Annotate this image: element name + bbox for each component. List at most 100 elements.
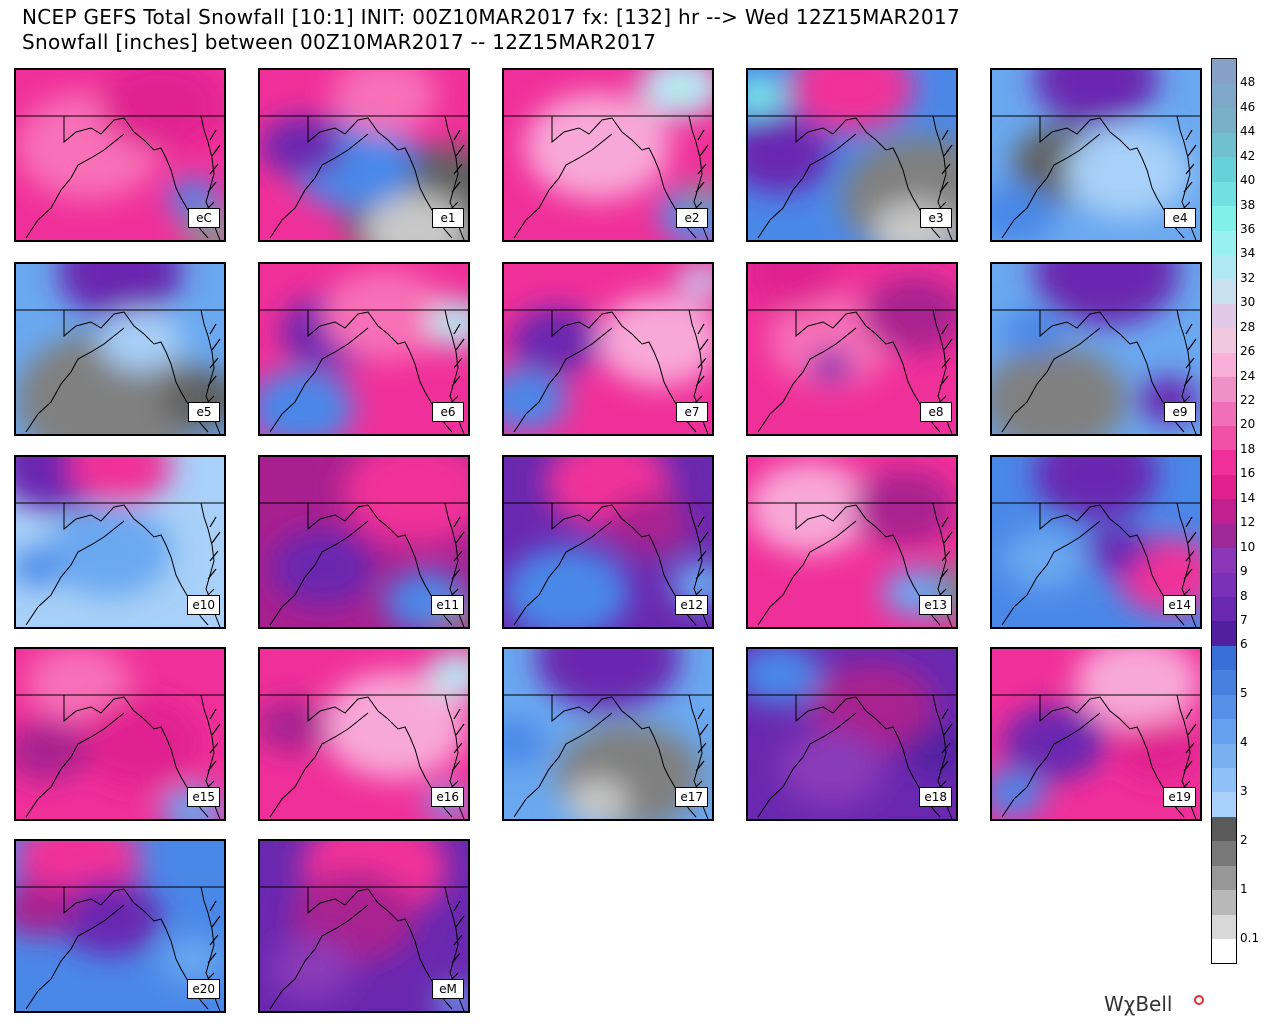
colorbar-segment (1212, 791, 1236, 817)
snowfall-contour (748, 116, 832, 194)
colorbar-segment (1212, 767, 1236, 793)
ensemble-panel-e19: e19 (990, 647, 1202, 821)
snowfall-contour (504, 369, 567, 431)
colorbar-tick-label: 4 (1240, 735, 1248, 750)
state-boundary-line (693, 323, 709, 405)
colorbar-segment (1212, 205, 1236, 231)
snowfall-contour (608, 494, 692, 556)
state-boundary-line (757, 520, 857, 626)
snowfall-contour (26, 649, 131, 722)
colorbar-tick-label: 16 (1240, 466, 1256, 481)
state-boundary-line (25, 520, 125, 626)
snowfall-contour (426, 651, 468, 698)
state-boundary-line (513, 520, 613, 626)
snowfall-contour (748, 649, 821, 706)
state-boundary-line (693, 516, 709, 598)
ensemble-member-label: e16 (431, 787, 464, 807)
ensemble-panel-e20: e20 (14, 839, 226, 1013)
snowfall-contour (504, 547, 629, 627)
snowfall-contour (343, 457, 468, 545)
colorbar-tick-label: 0.1 (1240, 930, 1260, 945)
state-boundary-line (513, 327, 613, 433)
colorbar-tick-label: 26 (1240, 344, 1256, 359)
colorbar-segment (1212, 547, 1236, 573)
ensemble-panel-e10: e10 (14, 455, 226, 629)
colorbar-segment (1212, 449, 1236, 475)
colorbar-segment (1212, 694, 1236, 720)
ensemble-member-label: eM (432, 979, 464, 999)
state-boundary-line (205, 516, 221, 598)
snowfall-map (504, 70, 712, 240)
snowfall-contour (1033, 70, 1159, 125)
ensemble-member-label: e20 (187, 979, 220, 999)
colorbar-segment (1212, 474, 1236, 500)
snowfall-contour (1064, 126, 1190, 218)
ensemble-panel-e2: e2 (502, 68, 714, 242)
snowfall-contour (47, 504, 172, 597)
state-boundary-line (449, 129, 465, 211)
snowfall-map (260, 264, 468, 434)
colorbar-tick-label: 9 (1240, 564, 1248, 579)
snowfall-contour (510, 306, 602, 375)
colorbar-segment (1212, 498, 1236, 524)
colorbar-tick-label: 3 (1240, 783, 1248, 798)
colorbar-segment (1212, 938, 1236, 964)
colorbar-tick-label: 22 (1240, 393, 1256, 408)
colorbar-tick-label: 38 (1240, 197, 1256, 212)
state-boundary-line (25, 133, 125, 239)
colorbar-tick-label: 8 (1240, 588, 1248, 603)
colorbar-segment (1212, 181, 1236, 207)
colorbar-segment (1212, 865, 1236, 891)
snowfall-contour (1033, 457, 1159, 520)
snowfall-contour (270, 529, 375, 606)
snowfall-contour (1116, 720, 1200, 782)
state-boundary-line (693, 129, 709, 211)
snowfall-contour (1002, 309, 1065, 355)
state-boundary-line (937, 129, 953, 211)
state-boundary-line (205, 900, 221, 982)
snowfall-contour (57, 879, 162, 956)
state-boundary-line (1001, 520, 1101, 626)
colorbar-tick-label: 20 (1240, 417, 1256, 432)
colorbar-tick-label: 32 (1240, 270, 1256, 285)
snowfall-contour (332, 70, 437, 134)
snowfall-contour (270, 937, 354, 1000)
snowfall-contour (810, 350, 852, 382)
state-boundary-line (513, 133, 613, 239)
colorbar-segment (1212, 278, 1236, 304)
snowfall-contour (504, 719, 546, 766)
colorbar-tick-label: 2 (1240, 832, 1248, 847)
colorbar-segment (1212, 743, 1236, 769)
colorbar-segment (1212, 401, 1236, 426)
state-boundary-line (269, 133, 369, 239)
ensemble-member-label: e6 (432, 402, 464, 422)
ensemble-member-label: e8 (920, 402, 952, 422)
colorbar-segment (1212, 352, 1236, 378)
state-boundary-line (269, 520, 369, 626)
snowfall-map (260, 70, 468, 240)
ensemble-panel-e7: e7 (502, 262, 714, 436)
snowfall-contour (524, 92, 671, 201)
ensemble-member-label: e18 (919, 787, 952, 807)
colorbar-segment (1212, 230, 1236, 255)
colorbar-segment (1212, 327, 1236, 353)
snowfall-contour (597, 294, 712, 387)
snowfall-contour (676, 264, 712, 300)
colorbar-tick-label: 12 (1240, 515, 1256, 530)
ensemble-panel-e17: e17 (502, 647, 714, 821)
ensemble-panel-eM: eM (258, 839, 470, 1013)
snowfall-contour (99, 70, 224, 150)
snowfall-contour (167, 179, 218, 216)
ensemble-member-label: e14 (1163, 595, 1196, 615)
ensemble-member-label: e17 (675, 787, 708, 807)
snowfall-contour (535, 649, 681, 712)
colorbar-tick-label: 1 (1240, 881, 1248, 896)
ensemble-panel-e11: e11 (258, 455, 470, 629)
snowfall-contour (16, 720, 89, 782)
ensemble-panel-e9: e9 (990, 262, 1202, 436)
state-boundary-line (269, 904, 369, 1010)
colorbar-segment (1212, 914, 1236, 940)
colorbar-segment (1212, 718, 1236, 744)
snowfall-contour (748, 77, 784, 114)
ensemble-panel-e16: e16 (258, 647, 470, 821)
